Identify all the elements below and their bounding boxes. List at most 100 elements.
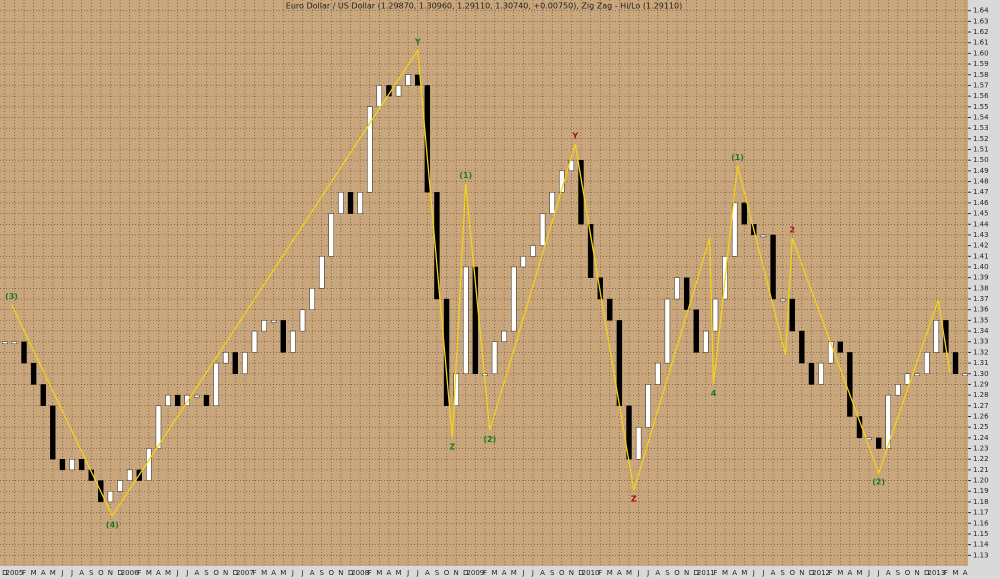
y-tick-label: 1.13	[973, 551, 989, 559]
x-tick-label: O	[790, 569, 796, 577]
y-axis-panel	[968, 0, 1000, 579]
x-tick-label: J	[185, 569, 188, 577]
x-tick-label: J	[646, 569, 649, 577]
y-tick-label: 1.25	[973, 423, 989, 431]
y-tick-label: 1.32	[973, 348, 989, 356]
x-tick-label: 2008	[351, 569, 369, 577]
x-tick-label: 2013	[927, 569, 945, 577]
x-tick-label: J	[521, 569, 524, 577]
y-tick-label: 1.52	[973, 135, 989, 143]
x-tick-label: N	[684, 569, 689, 577]
price-bar	[242, 352, 248, 374]
x-tick-label: F	[22, 569, 26, 577]
x-tick-label: A	[617, 569, 622, 577]
x-tick-label: J	[416, 569, 419, 577]
y-tick-label: 1.46	[973, 199, 989, 207]
price-bar	[808, 362, 815, 385]
price-bar	[338, 192, 344, 214]
y-tick-label: 1.49	[973, 167, 989, 175]
price-bar	[376, 85, 383, 107]
y-tick-label: 1.23	[973, 445, 989, 453]
price-bar	[472, 266, 479, 374]
x-tick-label: M	[165, 569, 171, 577]
y-tick-label: 1.34	[973, 327, 989, 335]
y-tick-label: 1.44	[973, 220, 989, 228]
wave-label: (1)	[731, 153, 744, 162]
x-tick-label: M	[607, 569, 613, 577]
x-tick-label: J	[637, 569, 640, 577]
price-bar	[779, 298, 786, 302]
y-tick-label: 1.57	[973, 81, 989, 89]
price-bar	[904, 373, 911, 385]
x-tick-label: A	[194, 569, 199, 577]
x-tick-label: N	[914, 569, 919, 577]
x-tick-label: S	[319, 569, 324, 577]
price-bar	[847, 352, 853, 417]
price-bar	[232, 352, 238, 374]
price-bar	[655, 362, 661, 385]
x-tick-label: D	[578, 569, 583, 577]
price-bar	[203, 394, 210, 407]
price-bar	[818, 362, 824, 385]
x-tick-label: O	[98, 569, 104, 577]
y-tick-label: 1.42	[973, 242, 989, 250]
y-tick-label: 1.63	[973, 17, 989, 25]
x-tick-label: M	[837, 569, 843, 577]
x-tick-label: A	[655, 569, 660, 577]
wave-label: Y	[414, 38, 421, 47]
x-tick-label: J	[761, 569, 764, 577]
x-tick-label: F	[829, 569, 833, 577]
price-bar	[261, 320, 267, 332]
price-bar	[924, 352, 930, 374]
price-bar	[434, 192, 440, 300]
x-tick-label: S	[89, 569, 94, 577]
price-bar	[731, 202, 738, 257]
y-tick-label: 1.21	[973, 466, 989, 474]
y-tick-label: 1.15	[973, 530, 989, 538]
price-bar	[319, 256, 325, 289]
price-bar	[155, 405, 162, 449]
zigzag-line	[10, 48, 951, 518]
x-tick-label: O	[674, 569, 680, 577]
y-tick-label: 1.45	[973, 210, 989, 218]
x-tick-label: A	[540, 569, 545, 577]
price-bar	[674, 277, 680, 300]
x-tick-label: N	[338, 569, 343, 577]
x-tick-label: F	[944, 569, 948, 577]
x-tick-label: F	[483, 569, 487, 577]
y-tick-label: 1.16	[973, 519, 989, 527]
x-tick-label: D	[809, 569, 814, 577]
price-bar	[885, 394, 891, 449]
y-tick-label: 1.17	[973, 509, 989, 517]
x-tick-label: A	[847, 569, 852, 577]
price-bar	[607, 298, 613, 321]
x-tick-label: A	[156, 569, 161, 577]
price-bar	[405, 74, 411, 86]
price-bar	[270, 320, 277, 323]
x-tick-label: M	[492, 569, 498, 577]
x-tick-label: D	[924, 569, 929, 577]
price-bar	[280, 320, 286, 353]
x-tick-label: M	[50, 569, 56, 577]
y-tick-label: 1.60	[973, 49, 989, 57]
price-bar	[50, 405, 56, 460]
x-tick-label: D	[117, 569, 122, 577]
price-bar	[21, 341, 27, 364]
price-bar	[760, 234, 767, 238]
x-tick-label: O	[559, 569, 565, 577]
price-bar	[424, 85, 431, 193]
price-bar	[290, 330, 296, 353]
chart-title: Euro Dollar / US Dollar (1.29870, 1.3096…	[286, 2, 682, 11]
y-tick-label: 1.36	[973, 306, 989, 314]
x-tick-label: A	[502, 569, 507, 577]
wave-label: (1)	[459, 171, 472, 180]
wave-label: Z	[449, 442, 455, 451]
price-bar	[635, 426, 642, 460]
price-bar	[799, 330, 805, 364]
x-tick-label: O	[444, 569, 450, 577]
y-tick-label: 1.48	[973, 178, 989, 186]
y-tick-label: 1.20	[973, 477, 989, 485]
x-tick-label: A	[425, 569, 430, 577]
x-tick-label: 2007	[236, 569, 254, 577]
